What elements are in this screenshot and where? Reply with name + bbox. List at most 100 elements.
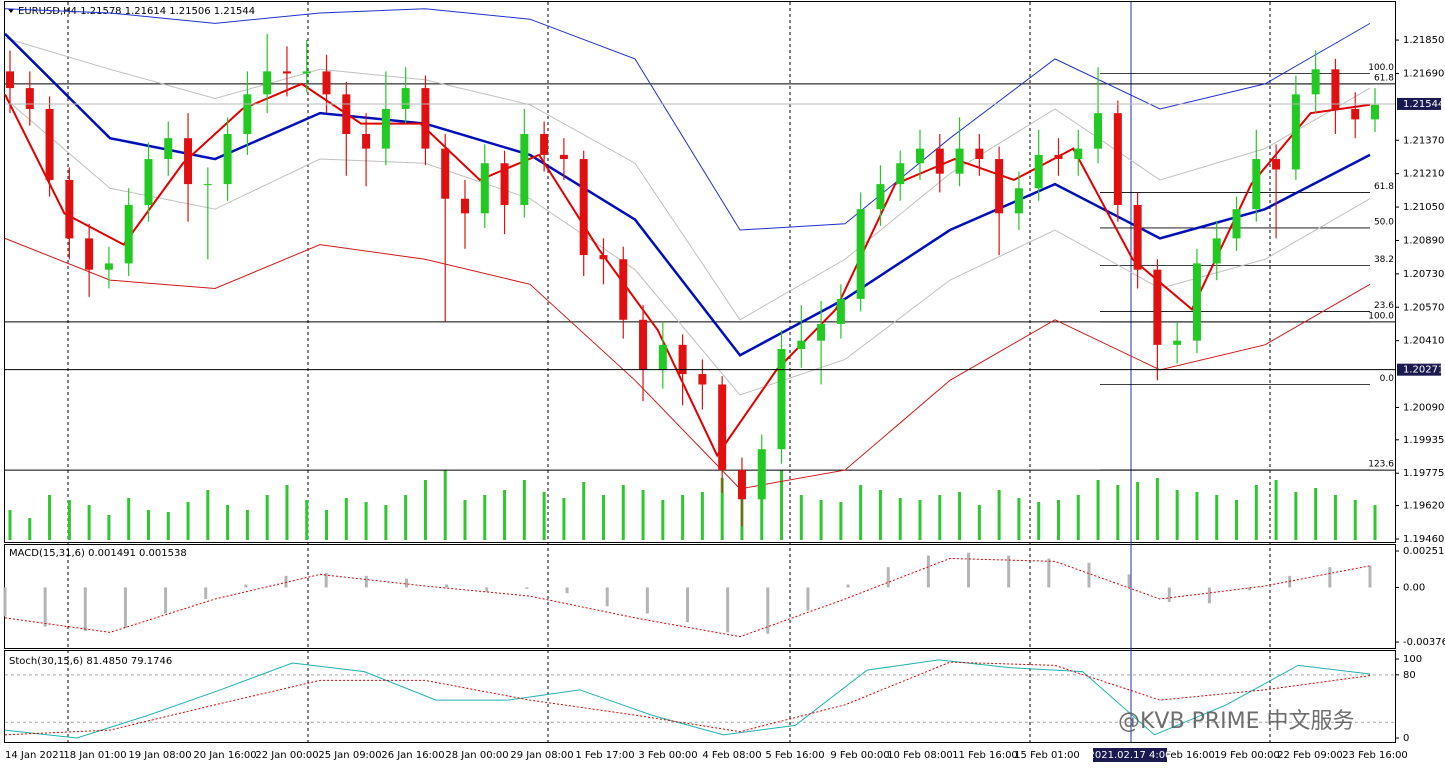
candle-body — [1034, 154, 1043, 189]
volume-bar — [1175, 490, 1179, 540]
candle-body — [1252, 159, 1261, 210]
volume-bar — [206, 490, 210, 540]
volume-bar — [1215, 495, 1219, 540]
volume-bar — [166, 512, 170, 540]
volume-bar — [700, 492, 704, 540]
main-panel-frame — [4, 1, 1396, 543]
candle-body — [1272, 159, 1281, 170]
x-tick-label: 9 Feb 00:00 — [830, 750, 889, 761]
candle-body — [1113, 113, 1122, 205]
candle-body — [935, 148, 944, 174]
x-tick-label: 3 Feb 00:00 — [638, 750, 697, 761]
candle-body — [896, 163, 905, 185]
volume-bar — [681, 495, 685, 540]
volume-bar — [1076, 495, 1080, 540]
candle-body — [164, 138, 173, 160]
candle-body — [85, 238, 94, 270]
candle-body — [658, 344, 667, 370]
y-tick-label: 1.20090 — [1403, 402, 1444, 413]
x-tick-label: 22 Feb 09:00 — [1277, 750, 1343, 761]
candle-body — [203, 184, 212, 186]
candle-body — [856, 209, 865, 299]
candle-body — [480, 163, 489, 214]
candle-body — [421, 88, 430, 149]
candle-body — [540, 134, 549, 155]
candle-body — [25, 88, 34, 109]
volume-bar — [1254, 485, 1258, 540]
volume-bar — [423, 480, 427, 540]
cursor-label: 2021.02.17 4:00 — [1089, 750, 1172, 761]
fib-label: 100.0 — [1368, 63, 1394, 73]
stoch-panel-frame — [4, 650, 1396, 743]
volume-bar — [839, 502, 843, 540]
x-tick-label: 22 Jan 00:00 — [255, 750, 318, 761]
fib-label: 100.0 — [1368, 311, 1394, 321]
candle-body — [401, 88, 410, 109]
x-tick-label: 4 Feb 08:00 — [702, 750, 761, 761]
menu-triangle[interactable] — [8, 9, 14, 13]
y-tick-label: 0.00 — [1403, 582, 1425, 593]
candle-body — [223, 134, 232, 185]
x-tick-label: 25 Jan 09:00 — [318, 750, 381, 761]
volume-bar — [1116, 485, 1120, 540]
candle-body — [1351, 108, 1360, 120]
volume-bar — [1195, 492, 1199, 540]
candle-body — [441, 148, 450, 199]
fib-label: 61.8 — [1374, 73, 1394, 83]
x-tick-label: 26 Jan 16:00 — [381, 750, 444, 761]
candle-body — [1192, 263, 1201, 341]
y-tick-label: 1.20410 — [1403, 336, 1444, 347]
volume-bar — [878, 490, 882, 540]
x-tick-label: 11 Feb 16:00 — [952, 750, 1018, 761]
candle-body — [1074, 148, 1083, 160]
price-box — [1397, 363, 1441, 376]
y-tick-label: 1.21050 — [1403, 202, 1444, 213]
cursor-label-box — [1093, 748, 1167, 762]
y-tick-label: 1.19620 — [1403, 501, 1444, 512]
candle-body — [1232, 209, 1241, 239]
volume-bar — [8, 510, 12, 540]
candle-body — [1014, 188, 1023, 214]
x-tick-label: 14 Jan 2021 — [5, 750, 65, 761]
x-tick-label: 20 Jan 16:00 — [193, 750, 256, 761]
x-tick-label: 18 Jan 01:00 — [63, 750, 126, 761]
y-tick-label: 1.21850 — [1403, 35, 1444, 46]
candle-body — [876, 184, 885, 210]
volume-bar — [542, 492, 546, 540]
volume-bar — [1017, 498, 1021, 540]
volume-bar — [226, 505, 230, 540]
moving-average — [4, 32, 1371, 357]
candle-body — [1311, 69, 1320, 95]
moving-average — [4, 37, 1371, 321]
session-separators — [67, 2, 1271, 742]
y-tick-label: 0.002516 — [1403, 546, 1445, 557]
stoch-signal-line — [4, 661, 1371, 736]
volume-bar — [28, 518, 32, 540]
volume-bar — [265, 495, 269, 540]
moving-average — [4, 98, 1371, 396]
candle-body — [1291, 94, 1300, 170]
candle-body — [184, 138, 193, 185]
moving-average — [4, 8, 1371, 231]
candle-body — [381, 108, 390, 149]
macd-title: MACD(15,31,6) 0.001491 0.001538 — [9, 548, 187, 559]
x-tick-label: 23 Feb 16:00 — [1342, 750, 1408, 761]
volume-bar — [1136, 482, 1140, 540]
candle-body — [1153, 269, 1162, 345]
volume-bar — [146, 510, 150, 540]
volume-bar — [720, 478, 724, 540]
candle-body — [757, 449, 766, 500]
volume-bar — [127, 498, 131, 540]
candle-body — [836, 298, 845, 324]
candle-body — [500, 163, 509, 205]
x-tick-label: 5 Feb 16:00 — [765, 750, 824, 761]
candle-body — [559, 154, 568, 160]
candle-body — [243, 94, 252, 135]
volume-bar — [48, 495, 52, 540]
stoch-main-line — [4, 659, 1371, 739]
candle-body — [1054, 154, 1063, 160]
moving-average — [4, 237, 1371, 490]
candle-body — [1331, 69, 1340, 109]
